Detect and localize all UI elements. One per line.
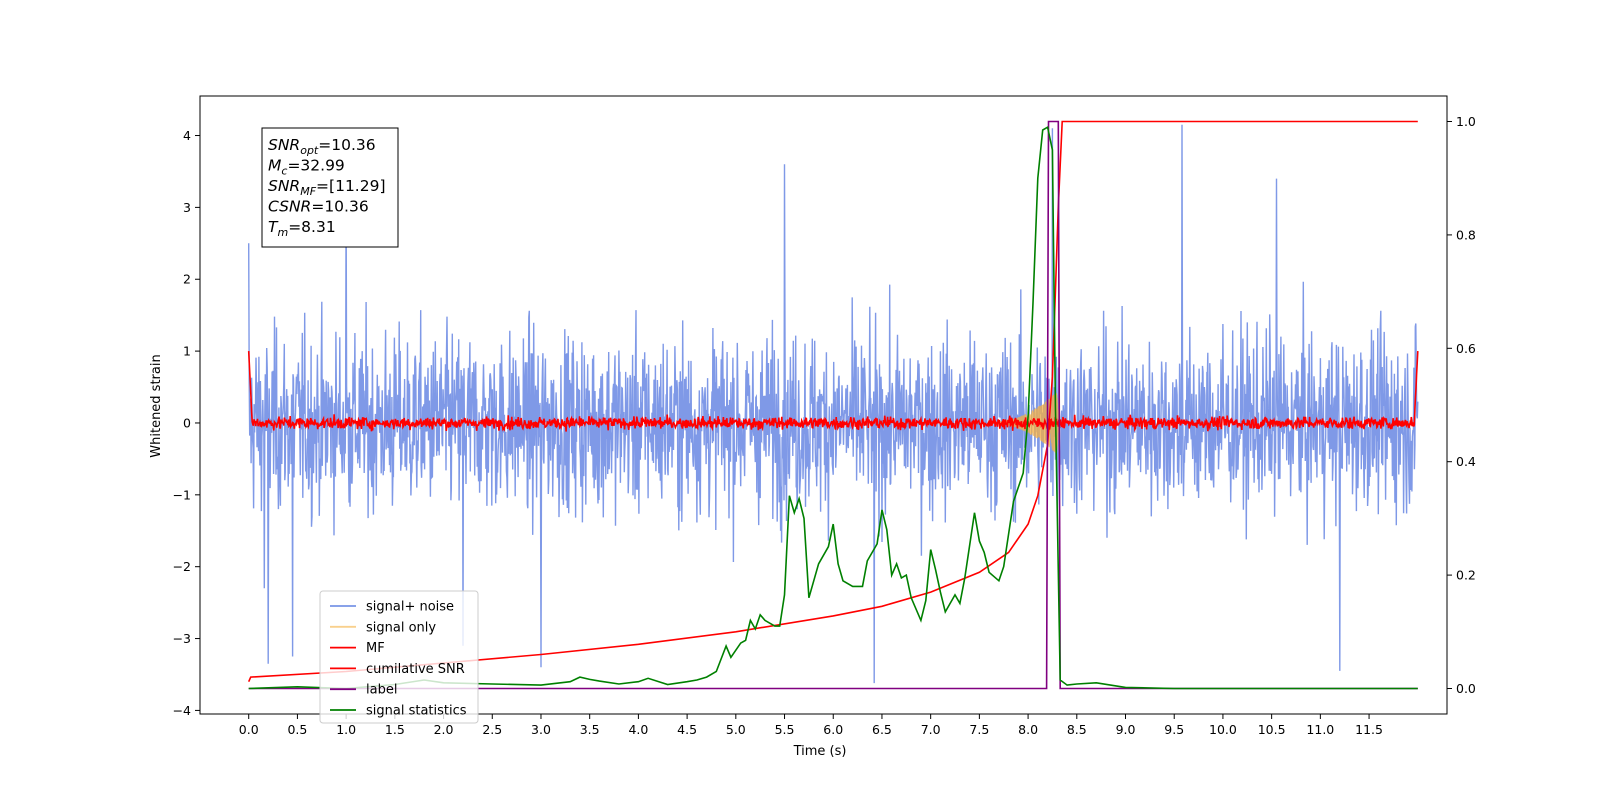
x-tick-label: 6.0 <box>823 722 843 737</box>
annotation-line: SNRopt=10.36 <box>268 136 376 157</box>
plot-frame <box>199 95 1448 715</box>
legend-items: signal+ noise signal only MF cumilative SNR… <box>330 600 467 719</box>
annotation-frame <box>261 127 399 248</box>
x-tick-label: 4.0 <box>628 722 648 737</box>
y2-tick-label: 0.8 <box>1456 227 1476 242</box>
annotation-line: SNRMF=[11.29] <box>268 177 386 198</box>
x-tick-label: 9.5 <box>1164 722 1184 737</box>
y2-tick-label: 0.0 <box>1456 681 1476 696</box>
x-tick-label: 7.0 <box>921 722 941 737</box>
annotation-line: CSNR=10.36 <box>268 198 369 216</box>
y-tick-label: 4 <box>183 128 191 143</box>
annotation-line: Tm=8.31 <box>268 218 336 239</box>
x-tick-label: 1.0 <box>336 722 356 737</box>
x-tick-label: 10.0 <box>1209 722 1237 737</box>
x-tick-label: 11.5 <box>1355 722 1383 737</box>
y2-tick-label: 0.6 <box>1456 341 1476 356</box>
legend: signal+ noise signal only MF cumilative SNR… <box>319 590 479 724</box>
x-tick-label: 8.5 <box>1067 722 1087 737</box>
annotation-line: Mc=32.99 <box>268 157 345 178</box>
y2-tick-label: 1.0 <box>1456 114 1476 129</box>
axes-layer: 0.0 0.5 1.0 1.5 2.0 2.5 3.0 3.5 4.0 4.5 5.0 5.5 6.0 6… <box>173 114 1476 737</box>
x-tick-label: 1.5 <box>385 722 405 737</box>
legend-label: cumilative SNR <box>366 662 465 677</box>
y2-tick-label: 0.2 <box>1456 568 1476 583</box>
y-tick-label: 2 <box>183 272 191 287</box>
x-tick-label: 8.0 <box>1018 722 1038 737</box>
series-label <box>248 120 1418 690</box>
x-tick-label: 3.5 <box>580 722 600 737</box>
y2-tick-label: 0.4 <box>1456 454 1476 469</box>
x-tick-label: 10.5 <box>1258 722 1286 737</box>
x-axis-label: Time (s) <box>793 744 847 759</box>
y-tick-label: −1 <box>173 487 191 502</box>
annotation-box: SNRopt=10.36Mc=32.99SNRMF=[11.29]CSNR=10… <box>261 127 399 248</box>
x-tick-label: 2.0 <box>434 722 454 737</box>
legend-label: signal statistics <box>366 704 467 719</box>
y-tick-label: −3 <box>173 631 191 646</box>
x-tick-label: 9.0 <box>1116 722 1136 737</box>
legend-frame <box>319 590 479 724</box>
legend-label: signal only <box>366 620 436 635</box>
x-tick-label: 4.5 <box>677 722 697 737</box>
y-tick-label: 3 <box>183 200 191 215</box>
legend-label: label <box>366 683 397 698</box>
x-tick-label: 2.5 <box>482 722 502 737</box>
y-tick-label: −4 <box>173 703 191 718</box>
series-signal-statistics <box>248 125 1418 690</box>
x-tick-label: 5.0 <box>726 722 746 737</box>
legend-label: MF <box>366 641 385 656</box>
series-mf <box>247 351 1419 433</box>
x-tick-label: 0.5 <box>287 722 307 737</box>
x-tick-label: 3.0 <box>531 722 551 737</box>
x-tick-label: 11.0 <box>1306 722 1334 737</box>
y-tick-label: 1 <box>183 344 191 359</box>
series-signal-noise <box>248 124 1419 684</box>
y-axis-label: Whitened strain <box>149 354 164 457</box>
y-tick-label: 0 <box>183 415 191 430</box>
x-tick-label: 5.5 <box>775 722 795 737</box>
x-tick-label: 7.5 <box>969 722 989 737</box>
y-tick-label: −2 <box>173 559 191 574</box>
legend-label: signal+ noise <box>366 600 454 615</box>
x-tick-label: 6.5 <box>872 722 892 737</box>
x-tick-label: 0.0 <box>239 722 259 737</box>
annotation-lines: SNRopt=10.36Mc=32.99SNRMF=[11.29]CSNR=10… <box>268 136 386 239</box>
